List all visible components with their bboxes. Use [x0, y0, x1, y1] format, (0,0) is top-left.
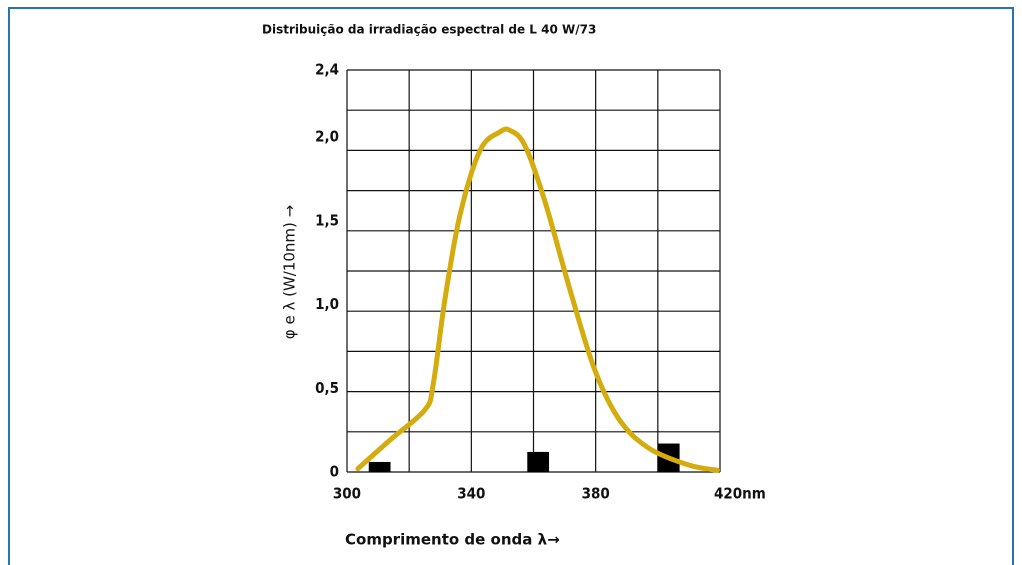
x-tick-label: 420nm	[714, 485, 766, 503]
frame	[8, 7, 1014, 565]
y-tick-label: 2,0	[315, 128, 339, 146]
chart-title: Distribuição da irradiação espectral de …	[262, 23, 596, 37]
y-tick-label: 0	[330, 463, 339, 481]
x-tick-label: 300	[333, 485, 361, 503]
bar	[527, 451, 550, 472]
bar	[368, 461, 391, 472]
curve	[355, 126, 721, 473]
y-axis-label: φ e λ (W/10nm) →	[281, 205, 299, 339]
y-tick-label: 2,4	[315, 61, 339, 79]
y-tick-label: 1,0	[315, 295, 339, 313]
y-tick-label: 0,5	[315, 379, 339, 397]
x-axis-label: Comprimento de onda λ→	[345, 531, 560, 549]
x-tick-label: 380	[582, 485, 610, 503]
y-tick-label: 1,5	[315, 211, 339, 229]
x-tick-label: 340	[457, 485, 485, 503]
